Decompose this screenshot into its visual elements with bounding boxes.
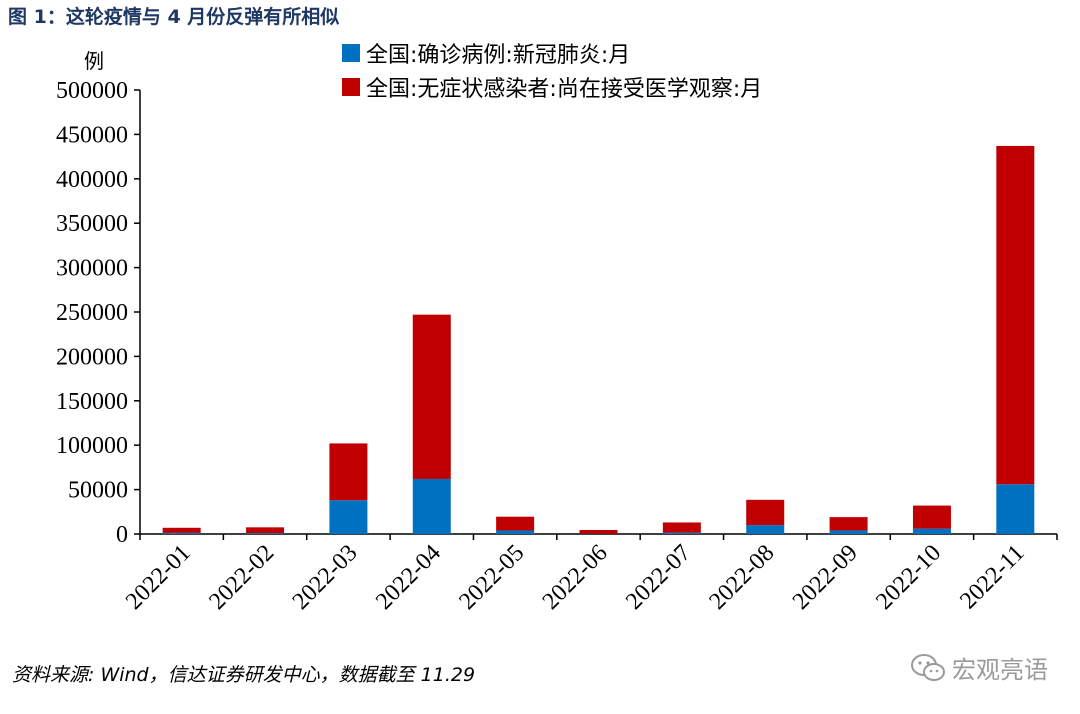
x-tick-label: 2022-06 [538,540,613,615]
x-tick-label: 2022-07 [621,540,696,615]
bar-asymptomatic [412,314,451,479]
x-tick-label: 2022-03 [288,540,363,615]
bar-confirmed [912,528,951,534]
bar-asymptomatic [329,443,368,501]
y-tick-label: 150000 [56,389,128,415]
watermark-text: 宏观亮语 [952,656,1048,684]
chart-legend: 全国:确诊病例:新冠肺炎:月 全国:无症状感染者:尚在接受医学观察:月 [342,36,762,104]
wechat-icon [911,653,945,681]
y-tick-label: 100000 [56,433,128,459]
legend-item-confirmed: 全国:确诊病例:新冠肺炎:月 [342,36,762,70]
y-tick-label: 400000 [56,167,128,193]
bar-confirmed [246,533,285,534]
x-tick-label: 2022-02 [204,540,279,615]
x-tick-label: 2022-01 [121,540,196,615]
y-axis-unit-label: 例 [84,49,104,73]
legend-item-asymptomatic: 全国:无症状感染者:尚在接受医学观察:月 [342,70,762,104]
x-tick-label: 2022-11 [955,540,1029,614]
y-tick-label: 300000 [56,256,128,282]
bar-confirmed [829,530,868,534]
bar-confirmed [746,525,785,534]
legend-label-asymptomatic: 全国:无症状感染者:尚在接受医学观察:月 [366,77,763,102]
y-tick-label: 200000 [56,344,128,370]
legend-swatch-confirmed [342,44,360,62]
bar-asymptomatic [579,530,618,534]
y-tick-label: 350000 [56,211,128,237]
y-tick-label: 50000 [68,478,128,504]
bar-asymptomatic [496,516,535,531]
x-tick-label: 2022-08 [705,540,780,615]
bar-asymptomatic [996,145,1035,485]
bar-asymptomatic [829,517,868,531]
bar-confirmed [662,532,701,534]
source-note: 资料来源: Wind，信达证券研发中心，数据截至 11.29 [12,664,476,686]
legend-swatch-asymptomatic [342,78,360,96]
bar-confirmed [329,500,368,534]
legend-label-confirmed: 全国:确诊病例:新冠肺炎:月 [366,43,631,68]
y-tick-label: 450000 [56,122,128,148]
bar-asymptomatic [246,527,285,534]
y-tick-label: 500000 [56,78,128,104]
bar-asymptomatic [162,527,201,533]
bar-confirmed [996,484,1035,534]
x-tick-label: 2022-05 [454,540,529,615]
watermark: 宏观亮语 [910,650,1048,685]
bar-asymptomatic [912,505,951,529]
y-tick-label: 250000 [56,300,128,326]
bar-asymptomatic [746,499,785,526]
x-tick-label: 2022-09 [788,540,863,615]
figure-title: 图 1：这轮疫情与 4 月份反弹有所相似 [8,6,340,28]
x-tick-label: 2022-10 [871,540,946,615]
y-tick-label: 0 [116,522,128,548]
bar-confirmed [162,532,201,534]
bar-confirmed [496,530,535,534]
x-tick-label: 2022-04 [371,540,446,615]
bar-asymptomatic [662,522,701,533]
bar-confirmed [412,478,451,534]
